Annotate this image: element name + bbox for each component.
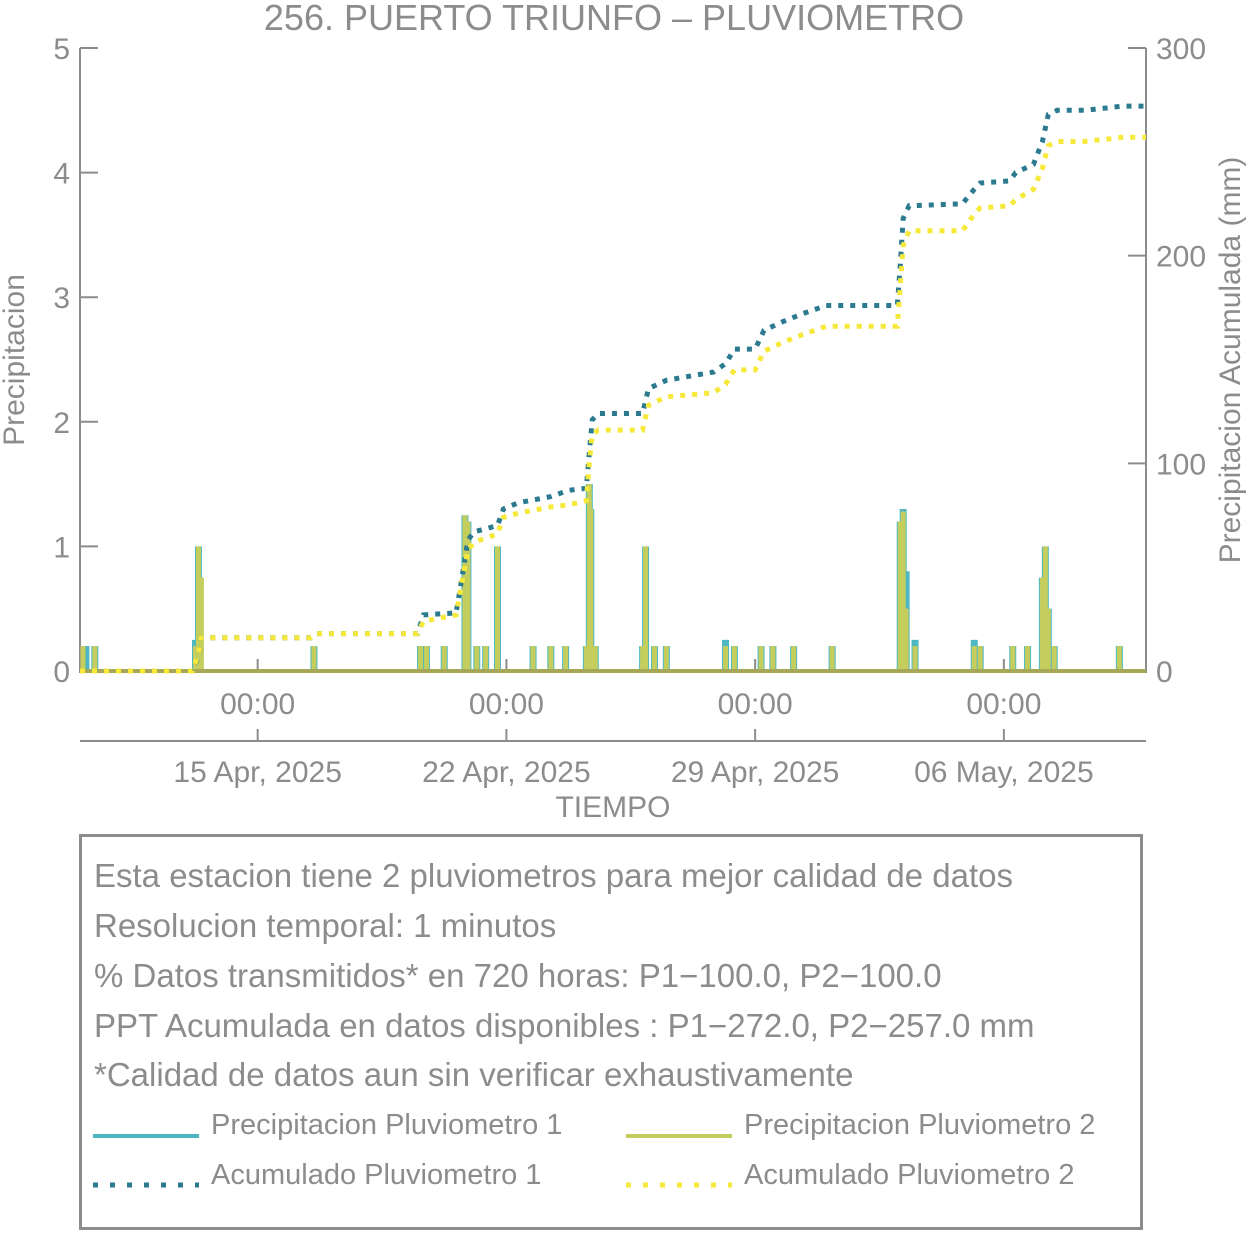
- precip-2-event-40: [1042, 546, 1048, 671]
- left-y-tick-label-1: 1: [53, 531, 70, 564]
- precip-2-event-39: [1039, 577, 1045, 671]
- right-y-ticks: 0 100 200 300: [1128, 33, 1206, 689]
- left-y-ticks: 0 1 2 3 4 5: [53, 33, 98, 689]
- x-tick-time-1: 00:00: [469, 688, 544, 721]
- legend-swatch-cum-1: [93, 1182, 199, 1188]
- precip-2-event-22: [643, 546, 649, 671]
- legend-label-precip-2: Precipitacion Pluviometro 2: [744, 1109, 1096, 1141]
- right-y-tick-label-2: 200: [1156, 241, 1206, 274]
- info-line-stations: Esta estacion tiene 2 pluviometros para …: [94, 857, 1014, 894]
- x-tick-time-2: 00:00: [718, 688, 793, 721]
- info-line-transmitted: % Datos transmitidos* en 720 horas: P1−1…: [94, 957, 942, 994]
- precip-2-event-26: [731, 646, 737, 671]
- precip-2-event-8: [441, 646, 447, 671]
- precip-2-event-15: [548, 646, 554, 671]
- precip-2-event-28: [770, 646, 776, 671]
- x-ticks: 00:00 15 Apr, 2025 00:00 22 Apr, 2025 00:00 2…: [173, 659, 1094, 789]
- precip-2-event-27: [758, 646, 764, 671]
- precip-2-event-42: [1051, 646, 1057, 671]
- precip-2-event-5: [311, 646, 317, 671]
- info-line-resolution: Resolucion temporal: 1 minutos: [94, 907, 557, 944]
- info-line-accumulated: PPT Acumulada en datos disponibles : P1−…: [94, 1007, 1035, 1044]
- left-y-tick-label-5: 5: [53, 33, 70, 66]
- precip-2-event-2: [192, 646, 198, 671]
- precip-2-event-11: [474, 646, 480, 671]
- precip-2-event-25: [723, 646, 729, 671]
- precip-2-event-43: [1116, 646, 1122, 671]
- precip-1-event-0: [82, 646, 90, 671]
- x-tick-date-3: 06 May, 2025: [914, 756, 1094, 789]
- axes-frame: [79, 48, 1147, 742]
- precip-2-event-31: [897, 521, 903, 671]
- precip-2-event-38: [1025, 646, 1031, 671]
- precip-2-event-32: [900, 511, 906, 671]
- precip-2-event-23: [651, 646, 657, 671]
- precip-2-event-19: [588, 509, 594, 671]
- right-y-axis-label: Precipitacion Acumulada (mm): [1214, 157, 1247, 564]
- precipitation-series: [80, 484, 1123, 671]
- x-tick-date-0: 15 Apr, 2025: [173, 756, 342, 789]
- precip-2-event-41: [1045, 608, 1051, 671]
- left-y-axis-label: Precipitacion: [0, 274, 31, 446]
- precip-2-event-35: [971, 646, 977, 671]
- left-y-tick-label-4: 4: [53, 158, 70, 191]
- precip-2-event-29: [791, 646, 797, 671]
- precip-2-event-7: [423, 646, 429, 671]
- precip-2-event-1: [92, 646, 98, 671]
- x-tick-time-0: 00:00: [220, 688, 295, 721]
- precip-2-event-36: [977, 646, 983, 671]
- precip-2-event-9: [462, 515, 468, 671]
- legend-swatch-precip-1: [93, 1134, 199, 1138]
- precip-2-event-12: [483, 646, 489, 671]
- precip-2-event-34: [912, 646, 918, 671]
- info-panel: Esta estacion tiene 2 pluviometros para …: [79, 834, 1143, 1230]
- precip-2-event-4: [198, 577, 204, 671]
- legend-swatch-cum-2: [626, 1182, 732, 1188]
- precip-2-event-33: [903, 608, 909, 671]
- info-line-quality-note: *Calidad de datos aun sin verificar exha…: [94, 1056, 854, 1093]
- precip-2-event-6: [418, 646, 424, 671]
- precip-2-event-21: [640, 646, 646, 671]
- legend-swatch-precip-2: [626, 1134, 732, 1138]
- x-axis-label: TIEMPO: [555, 791, 670, 824]
- legend-label-cum-1: Acumulado Pluviometro 1: [211, 1159, 542, 1191]
- precip-2-event-16: [563, 646, 569, 671]
- legend-label-cum-2: Acumulado Pluviometro 2: [744, 1159, 1075, 1191]
- right-y-tick-label-0: 0: [1156, 656, 1173, 689]
- cumulative-1-line: [80, 103, 1146, 674]
- cumulative-series: [80, 103, 1146, 674]
- rainfall-chart: 256. PUERTO TRIUNFO – PLUVIOMETRO 0 1 2 3 4 5…: [0, 0, 1247, 824]
- left-y-tick-label-2: 2: [53, 407, 70, 440]
- precip-2-event-10: [465, 521, 471, 671]
- x-tick-date-1: 22 Apr, 2025: [422, 756, 591, 789]
- precip-2-event-24: [663, 646, 669, 671]
- x-tick-time-3: 00:00: [966, 688, 1041, 721]
- precip-2-event-13: [495, 546, 501, 671]
- precip-2-event-20: [592, 646, 598, 671]
- precip-2-event-30: [829, 646, 835, 671]
- legend-label-precip-1: Precipitacion Pluviometro 1: [211, 1109, 563, 1141]
- precip-2-event-17: [583, 646, 589, 671]
- chart-title: 256. PUERTO TRIUNFO – PLUVIOMETRO: [264, 0, 964, 38]
- cumulative-2-line: [80, 134, 1146, 674]
- right-y-tick-label-1: 100: [1156, 448, 1206, 481]
- left-y-tick-label-3: 3: [53, 282, 70, 315]
- left-y-tick-label-0: 0: [53, 656, 70, 689]
- x-tick-date-2: 29 Apr, 2025: [671, 756, 840, 789]
- right-y-tick-label-3: 300: [1156, 33, 1206, 66]
- precip-2-event-37: [1010, 646, 1016, 671]
- precip-2-event-3: [195, 546, 201, 671]
- precip-2-event-0: [80, 646, 86, 671]
- precip-2-event-14: [530, 646, 536, 671]
